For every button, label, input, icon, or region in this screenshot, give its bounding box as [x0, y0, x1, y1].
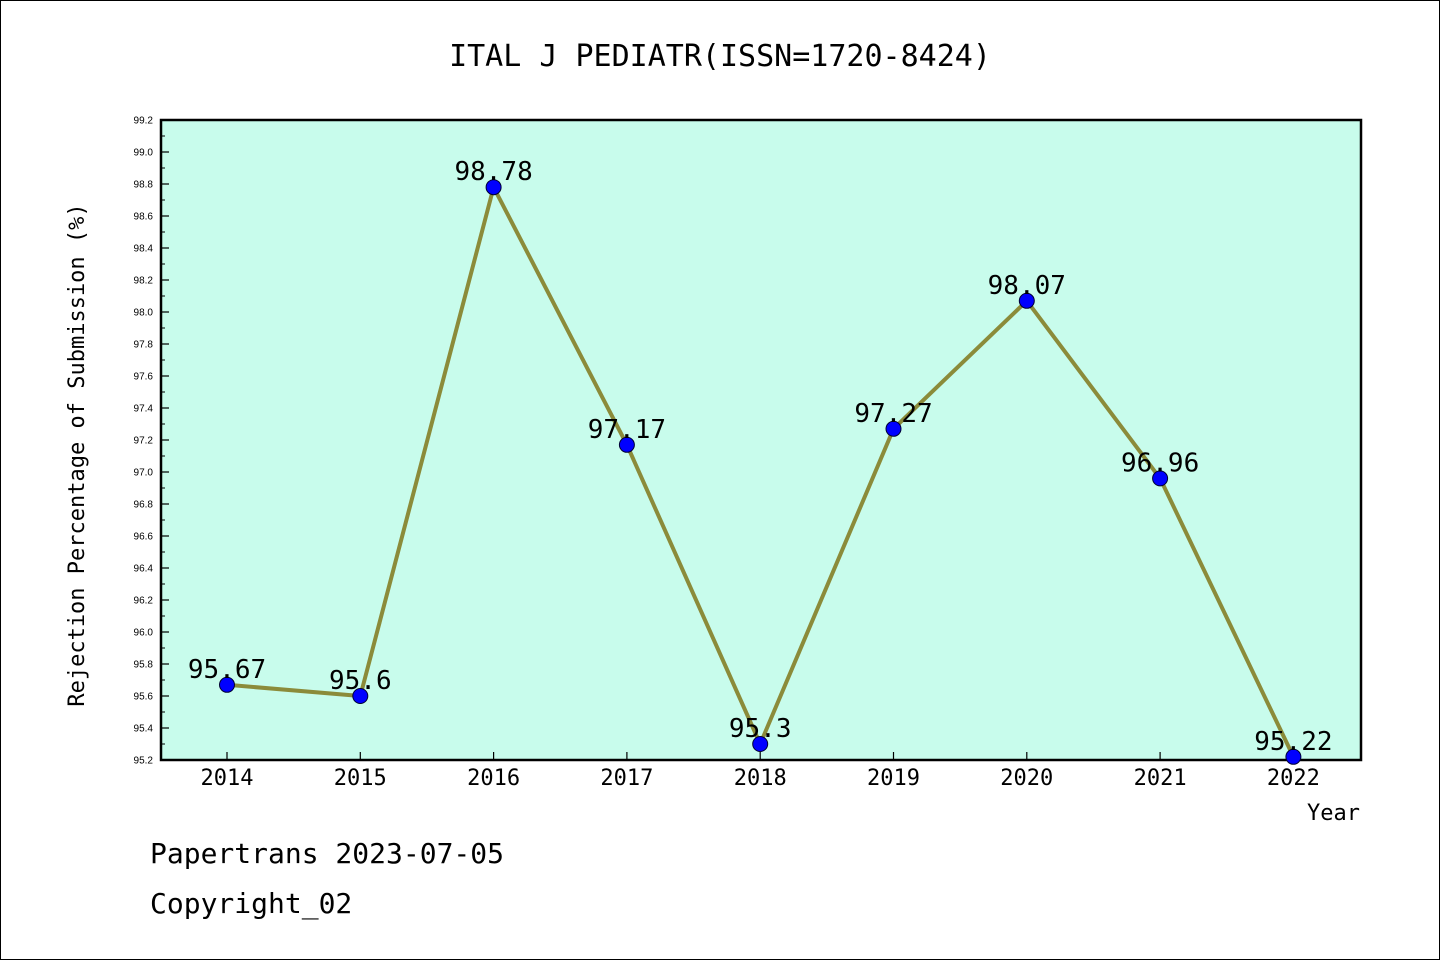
data-labels-group: 95.67 95.6 98.78 97.17 95.3 97.27 98.07 96.96 95… [188, 157, 1333, 757]
markers-group [219, 179, 1302, 765]
y-tick-label: 96.8 [134, 500, 154, 511]
y-tick-label: 97.2 [134, 436, 154, 447]
footer-copyright: Copyright_02 [150, 887, 352, 921]
x-tick-label: 2014 [201, 766, 254, 791]
x-tick-label: 2015 [334, 766, 387, 791]
x-axis-label: Year [1307, 801, 1360, 826]
y-tick-label: 96.0 [134, 628, 154, 639]
y-tick-label: 98.8 [134, 180, 154, 191]
data-point-2021 [1152, 470, 1169, 487]
data-point-2014 [219, 676, 235, 693]
y-tick-label: 98.0 [134, 308, 154, 319]
y-tick-label: 95.2 [134, 756, 154, 767]
data-point-2017 [618, 436, 635, 453]
y-tick-label: 97.0 [134, 468, 154, 479]
y-tick-label: 98.4 [134, 244, 154, 255]
y-tick-label: 95.8 [134, 660, 154, 671]
footer-date: Papertrans 2023-07-05 [150, 837, 504, 870]
data-label-2018: 95.3 [729, 714, 792, 744]
x-axis: 2014 2015 2016 2017 2018 2019 2020 2021 2022 [201, 752, 1320, 791]
chart-title: ITAL J PEDIATR(ISSN=1720-8424) [449, 39, 991, 74]
y-tick-label: 97.6 [134, 372, 154, 383]
data-point-2022 [1285, 748, 1302, 765]
y-tick-label: 95.6 [134, 692, 154, 703]
y-axis-label: Rejection Percentage of Submission (%) [65, 203, 90, 706]
data-label-2019: 97.27 [854, 399, 932, 429]
data-point-2018 [752, 736, 769, 752]
y-tick-label: 95.4 [134, 724, 154, 735]
y-tick-label: 98.6 [134, 212, 154, 223]
y-tick-label: 97.8 [134, 340, 154, 351]
y-tick-label: 98.2 [134, 276, 154, 287]
plot-area [159, 118, 1363, 762]
data-point-2020 [1018, 292, 1035, 309]
x-tick-label: 2018 [734, 766, 787, 791]
data-point-2015 [352, 688, 369, 704]
data-point-2016 [485, 179, 502, 196]
y-axis: 95.2 95.4 95.6 95.8 96.0 96.2 96.4 96.6 96.8 97.0… [134, 116, 169, 767]
data-label-2015: 95.6 [329, 666, 392, 696]
data-point-2019 [885, 420, 902, 437]
y-tick-label: 97.4 [134, 404, 154, 415]
y-tick-label: 96.4 [134, 564, 154, 575]
y-tick-label: 99.2 [134, 116, 154, 127]
x-tick-label: 2016 [467, 766, 520, 791]
x-tick-label: 2017 [600, 766, 653, 791]
x-tick-label: 2021 [1134, 766, 1187, 791]
x-tick-label: 2020 [1000, 766, 1053, 791]
data-label-2022: 95.22 [1254, 727, 1332, 757]
data-label-2017: 97.17 [588, 415, 666, 445]
y-tick-label: 99.0 [134, 148, 154, 159]
y-tick-label: 96.2 [134, 596, 154, 607]
y-tick-label: 96.6 [134, 532, 154, 543]
x-tick-label: 2019 [867, 766, 920, 791]
x-tick-label: 2022 [1267, 766, 1320, 791]
data-label-2021: 96.96 [1121, 448, 1199, 478]
data-label-2020: 98.07 [988, 271, 1066, 301]
data-label-2014: 95.67 [188, 655, 266, 685]
data-label-2016: 98.78 [454, 157, 532, 187]
